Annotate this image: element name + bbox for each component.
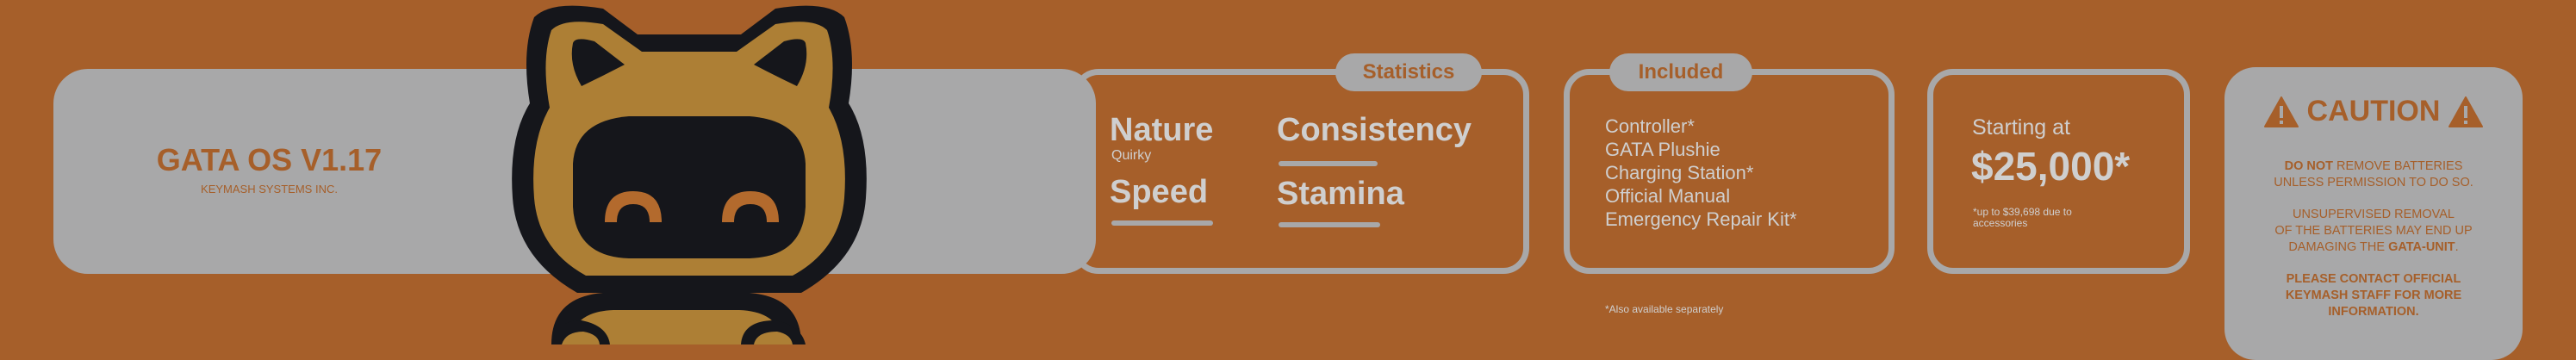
included-list: Controller* GATA Plushie Charging Statio…	[1605, 115, 1797, 231]
pricing-panel	[1927, 69, 2190, 274]
price-label: Starting at	[1972, 115, 2070, 140]
caution-line: UNLESS PERMISSION TO DO SO.	[2274, 176, 2473, 189]
caution-line: DAMAGING THE GATA-UNIT.	[2224, 239, 2523, 256]
caution-emphasis: GATA-UNIT	[2388, 240, 2455, 254]
price-footnote: *up to $39,698 due to accessories	[1973, 207, 2072, 229]
stat-nature-label: Nature	[1110, 112, 1214, 148]
caution-line: DO NOT REMOVE BATTERIES	[2224, 158, 2523, 175]
caution-line: OF THE BATTERIES MAY END UP	[2274, 224, 2473, 238]
statistics-panel	[1073, 69, 1529, 274]
caution-title: CAUTION	[2306, 95, 2441, 127]
caution-emphasis: DO NOT	[2284, 159, 2333, 173]
caution-line-text: DAMAGING THE	[2288, 240, 2389, 254]
caution-line: UNSUPERVISED REMOVAL	[2292, 208, 2455, 221]
stat-speed-label: Speed	[1110, 174, 1209, 210]
caution-text: DO NOT REMOVE BATTERIES UNLESS PERMISSIO…	[2224, 158, 2523, 320]
warning-triangle-icon	[2448, 96, 2484, 127]
caution-line: PLEASE CONTACT OFFICIAL	[2286, 272, 2461, 286]
speed-underline	[1111, 220, 1213, 226]
statistics-title: Statistics	[1335, 53, 1482, 91]
app-title: GATA OS V1.17	[156, 142, 383, 177]
included-title: Included	[1609, 53, 1752, 91]
company-name: KEYMASH SYSTEMS INC.	[201, 183, 338, 196]
caution-line: KEYMASH STAFF FOR MORE	[2285, 289, 2462, 302]
consistency-underline	[1279, 161, 1378, 166]
stamina-underline	[1279, 222, 1380, 227]
price-footnote-line: *up to $39,698 due to	[1973, 206, 2072, 218]
price-footnote-line: accessories	[1973, 217, 2028, 229]
caution-line-text: REMOVE BATTERIES	[2332, 159, 2463, 173]
included-footnote: *Also available separately	[1605, 303, 1724, 315]
included-item: Controller*	[1605, 115, 1695, 137]
caution-line-text: .	[2455, 240, 2459, 254]
stat-nature-value: Quirky	[1111, 148, 1152, 163]
included-item: Emergency Repair Kit*	[1605, 208, 1797, 230]
included-item: Charging Station*	[1605, 162, 1754, 183]
caution-line: INFORMATION.	[2328, 305, 2419, 319]
cat-robot-mascot-icon	[512, 5, 867, 344]
caution-header: CAUTION	[2224, 95, 2523, 128]
price-value: $25,000*	[1971, 144, 2131, 189]
included-item: Official Manual	[1605, 185, 1731, 207]
stat-stamina-label: Stamina	[1277, 176, 1404, 212]
included-item: GATA Plushie	[1605, 139, 1720, 160]
warning-triangle-icon	[2263, 96, 2299, 127]
stat-consistency-label: Consistency	[1277, 112, 1472, 148]
